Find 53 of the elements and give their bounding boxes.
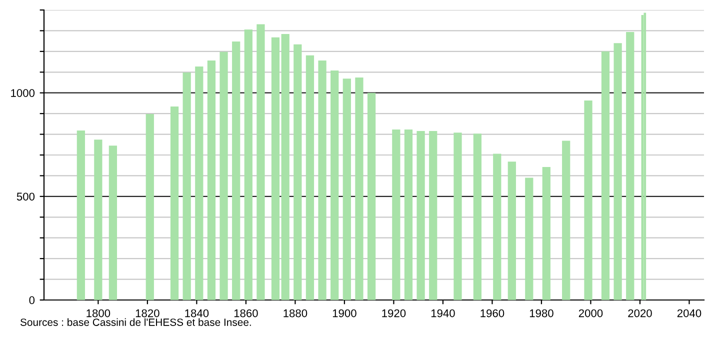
- bar: [207, 60, 216, 300]
- y-tick-label: 0: [29, 296, 35, 304]
- bar: [355, 78, 364, 300]
- x-tick-label: 1960: [480, 309, 504, 318]
- bar: [404, 130, 413, 300]
- y-tick-label: 1000: [11, 89, 35, 97]
- x-tick-label: 2040: [677, 309, 702, 318]
- x-tick-label: 1820: [136, 309, 160, 318]
- bar: [562, 140, 570, 300]
- bar: [429, 130, 438, 300]
- x-tick-label: 1900: [332, 309, 356, 318]
- x-tick-label: 1860: [234, 309, 258, 318]
- x-tick-label: 1800: [86, 309, 110, 318]
- x-tick-label: 2020: [628, 309, 652, 318]
- x-tick-label: 1840: [185, 309, 209, 318]
- bar: [94, 140, 102, 300]
- bar: [232, 41, 240, 300]
- bar: [626, 32, 634, 300]
- bar: [392, 130, 400, 300]
- bar: [601, 51, 610, 300]
- x-tick-label: 2000: [578, 309, 603, 318]
- bar: [182, 72, 191, 300]
- bar: [244, 29, 252, 300]
- y-tick-label: 500: [16, 192, 35, 201]
- bar: [220, 52, 228, 300]
- bar: [493, 154, 502, 300]
- source-note: Sources : base Cassini de l'EHESS et base Insee.: [20, 318, 251, 326]
- bar: [281, 34, 290, 300]
- bar: [542, 167, 550, 300]
- x-tick-label: 1980: [530, 309, 554, 318]
- bar: [195, 66, 204, 300]
- bar: [76, 130, 86, 300]
- bar: [614, 43, 622, 300]
- x-tick-label: 1880: [284, 309, 308, 318]
- x-tick-label: 1920: [382, 309, 406, 318]
- bar: [146, 114, 154, 300]
- bar: [584, 100, 592, 300]
- x-tick-label: 1940: [431, 309, 455, 318]
- bar: [525, 178, 534, 300]
- bar: [342, 78, 351, 300]
- bar: [416, 130, 425, 300]
- bar: [294, 44, 302, 300]
- bar: [108, 146, 118, 300]
- bar: [367, 92, 376, 300]
- bar: [508, 162, 516, 300]
- bar: [330, 70, 339, 300]
- bar: [473, 134, 482, 300]
- bar: [256, 24, 265, 300]
- bar: [454, 132, 462, 300]
- bar: [318, 60, 326, 300]
- bar: [306, 55, 314, 300]
- bar: [271, 37, 280, 300]
- bar: [170, 106, 179, 300]
